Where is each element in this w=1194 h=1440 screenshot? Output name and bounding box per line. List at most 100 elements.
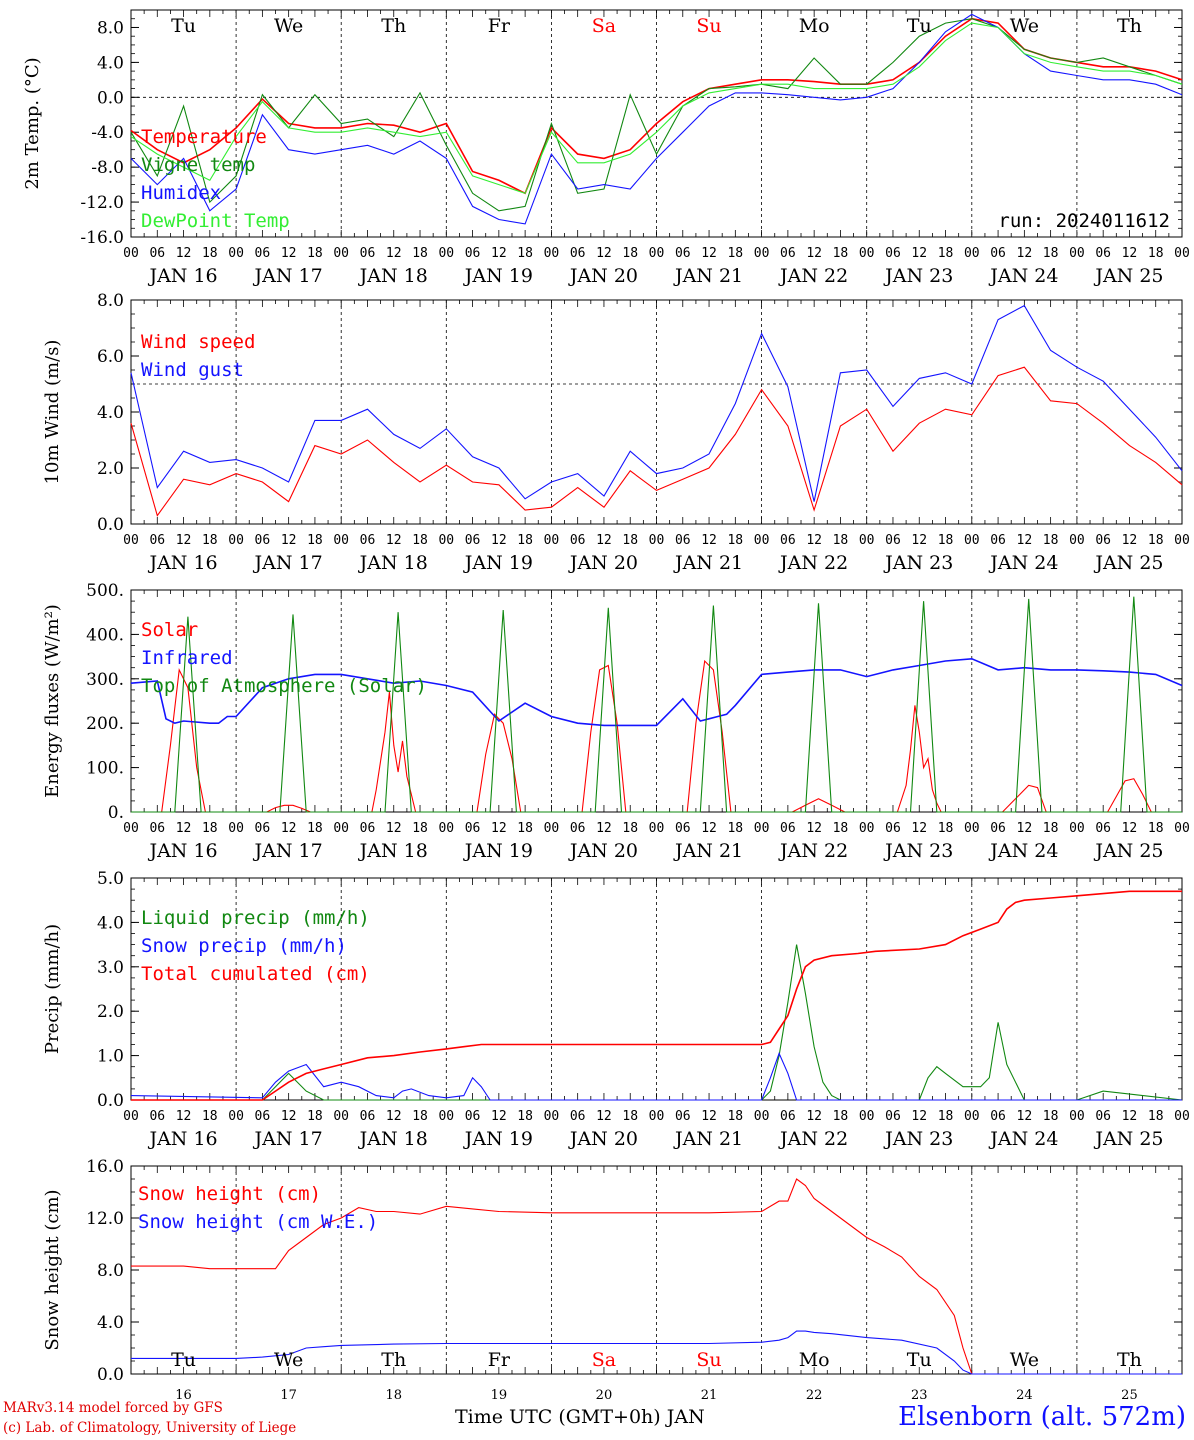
y-tick-label: 0.	[108, 803, 124, 823]
y-tick-label: 200.	[86, 714, 124, 734]
hour-label: 12	[386, 533, 402, 548]
panel-4: 0.0 1.0 2.0 3.0 4.0 5.0 Precip (mm/h) 00 06 12 18 0…	[42, 869, 1190, 1150]
y-tick-label: 12.0	[86, 1209, 124, 1229]
date-label: JAN 25	[1093, 840, 1163, 862]
hour-label: 12	[281, 246, 297, 261]
y-tick-label: 3.0	[97, 958, 124, 978]
hour-label: 00	[1069, 821, 1085, 836]
hour-label: 18	[727, 246, 743, 261]
date-label: JAN 24	[988, 1128, 1058, 1150]
hour-label: 06	[360, 1109, 376, 1124]
hour-label: 18	[833, 821, 849, 836]
y-axis-label: Precip (mm/h)	[42, 924, 63, 1054]
hour-label: 06	[360, 246, 376, 261]
day-number-label: 24	[1016, 1388, 1033, 1403]
hour-label: 06	[675, 246, 691, 261]
y-tick-label: 400.	[86, 625, 124, 645]
hour-label: 00	[649, 246, 665, 261]
hour-label: 18	[833, 533, 849, 548]
hour-label: 18	[727, 533, 743, 548]
y-tick-label: 4.0	[97, 53, 124, 73]
y-axis-label: Snow height (cm)	[42, 1189, 63, 1350]
hour-label: 00	[964, 821, 980, 836]
hour-label: 06	[465, 533, 481, 548]
date-label: JAN 25	[1093, 1128, 1163, 1150]
hour-label: 06	[1095, 821, 1111, 836]
hour-label: 12	[1122, 246, 1138, 261]
hour-label: 18	[412, 533, 428, 548]
hour-label: 18	[1148, 246, 1164, 261]
hour-label: 12	[281, 533, 297, 548]
hour-label: 18	[1043, 821, 1059, 836]
date-label: JAN 24	[988, 840, 1058, 862]
date-label: JAN 21	[673, 1128, 743, 1150]
date-label: JAN 25	[1093, 552, 1163, 574]
hour-label: 00	[438, 821, 454, 836]
credit-model: MARv3.14 model forced by GFS	[3, 1400, 223, 1416]
run-label: run: 2024011612	[998, 210, 1170, 232]
legend-entry: Infrared	[141, 647, 233, 669]
hour-label: 12	[1122, 533, 1138, 548]
hour-label: 00	[438, 533, 454, 548]
hour-label: 06	[255, 533, 271, 548]
hour-label: 18	[938, 1109, 954, 1124]
hour-label: 00	[438, 1109, 454, 1124]
day-name-label: Sa	[592, 1349, 616, 1371]
date-label: JAN 22	[778, 1128, 848, 1150]
panel-3: 0. 100. 200. 300. 400. 500. Energy fluxes (W/m…	[42, 581, 1190, 862]
hour-label: 00	[1174, 246, 1190, 261]
day-name-label: Fr	[488, 1349, 511, 1371]
date-label: JAN 24	[988, 265, 1058, 287]
hour-label: 12	[491, 533, 507, 548]
y-tick-label: 0.0	[97, 1091, 124, 1111]
day-name-label: Th	[381, 15, 406, 37]
y-tick-label: 2.0	[97, 459, 124, 479]
hour-label: 06	[360, 821, 376, 836]
hour-label: 06	[149, 1109, 165, 1124]
hour-label: 00	[1174, 821, 1190, 836]
hour-label: 18	[938, 821, 954, 836]
hour-label: 18	[622, 533, 638, 548]
hour-label: 06	[990, 1109, 1006, 1124]
y-tick-label: 0.0	[97, 515, 124, 535]
date-label: JAN 16	[147, 1128, 217, 1150]
day-name-label: Th	[381, 1349, 406, 1371]
hour-label: 18	[307, 246, 323, 261]
series-line	[131, 944, 1183, 1101]
hour-label: 06	[675, 821, 691, 836]
y-tick-label: 16.0	[86, 1157, 124, 1177]
date-label: JAN 21	[673, 552, 743, 574]
hour-label: 12	[1122, 1109, 1138, 1124]
legend-entry: Wind speed	[141, 331, 255, 353]
hour-label: 06	[570, 533, 586, 548]
hour-label: 06	[465, 1109, 481, 1124]
hour-label: 00	[964, 246, 980, 261]
date-label: JAN 17	[253, 552, 323, 574]
day-number-label: 19	[491, 1388, 508, 1403]
hour-label: 06	[885, 533, 901, 548]
hour-label: 06	[675, 1109, 691, 1124]
legend-entry: Snow precip (mm/h)	[141, 935, 347, 957]
hour-label: 00	[859, 821, 875, 836]
hour-label: 06	[360, 533, 376, 548]
hour-label: 18	[517, 246, 533, 261]
y-tick-label: 5.0	[97, 869, 124, 889]
series-line	[131, 1330, 1182, 1375]
hour-label: 18	[1043, 246, 1059, 261]
day-name-label: Fr	[488, 15, 511, 37]
y-tick-label: 4.0	[97, 1313, 124, 1333]
day-number-label: 21	[701, 1388, 718, 1403]
series-line	[130, 1051, 1182, 1101]
date-label: JAN 18	[358, 840, 428, 862]
day-name-label: Tu	[907, 15, 932, 37]
y-tick-label: 0.0	[97, 1365, 124, 1385]
date-label: JAN 25	[1093, 265, 1163, 287]
legend-entry: Snow height (cm)	[138, 1183, 321, 1205]
series-line	[131, 890, 1182, 1101]
x-axis-title: Time UTC (GMT+0h) JAN	[455, 1406, 705, 1428]
day-name-label: Th	[1117, 1349, 1142, 1371]
hour-label: 12	[701, 246, 717, 261]
hour-label: 00	[123, 1109, 139, 1124]
legend-entry: Liquid precip (mm/h)	[141, 907, 370, 929]
